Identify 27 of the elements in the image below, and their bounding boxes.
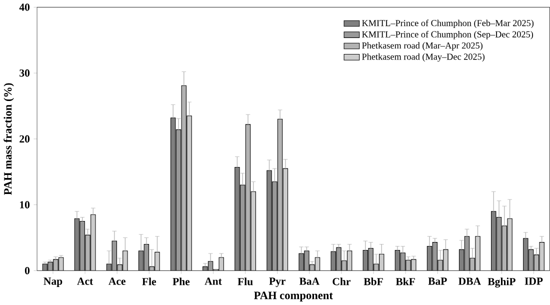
legend-label: KMITL–Prince of Chumphon (Sep–Dec 2025) [362, 30, 534, 40]
x-tick-label: BbF [364, 278, 383, 286]
y-axis-title: PAH mass fraction (%) [4, 83, 14, 195]
x-tick-label: Ant [204, 278, 222, 285]
x-tick-label: Pyr [269, 278, 286, 287]
x-tick-label: DBA [458, 278, 481, 285]
x-tick-label: Chr [332, 278, 350, 286]
y-tick-label: 30 [20, 69, 30, 77]
x-tick-label: Fle [142, 278, 156, 286]
x-tick-label: BaP [428, 278, 447, 285]
legend-label: KMITL–Prince of Chumphon (Feb–Mar 2025) [362, 20, 534, 28]
y-tick-label: 0 [24, 266, 30, 274]
x-tick-label: BkF [396, 278, 415, 286]
x-tick-label: Phe [172, 278, 190, 286]
x-tick-label: Ace [108, 278, 126, 285]
x-tick-label: Nap [44, 278, 62, 287]
x-tick-label: Flu [238, 278, 253, 286]
y-tick-label: 20 [20, 135, 30, 142]
y-tick-label: 40 [19, 4, 30, 11]
legend-label: Phetkasem road (Mar–Apr 2025) [362, 42, 482, 50]
legend-label: Phetkasem road (May–Dec 2025) [362, 53, 485, 62]
x-tick-label: Act [77, 278, 94, 285]
x-tick-label: IDP [524, 278, 543, 285]
y-tick-label: 10 [20, 201, 30, 208]
x-tick-label: BaA [299, 278, 320, 285]
x-axis-title: PAH component [254, 292, 333, 302]
x-tick-label: BghiP [488, 278, 516, 288]
